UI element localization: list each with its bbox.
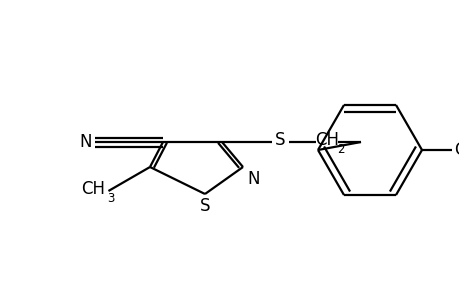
Text: CH: CH <box>81 180 105 198</box>
Text: 3: 3 <box>107 191 114 205</box>
Text: S: S <box>274 131 285 149</box>
Text: N: N <box>79 133 92 151</box>
Text: S: S <box>199 197 210 215</box>
Text: 2: 2 <box>336 142 344 155</box>
Text: Cl: Cl <box>453 141 459 159</box>
Text: N: N <box>246 170 259 188</box>
Text: CH: CH <box>314 131 338 149</box>
